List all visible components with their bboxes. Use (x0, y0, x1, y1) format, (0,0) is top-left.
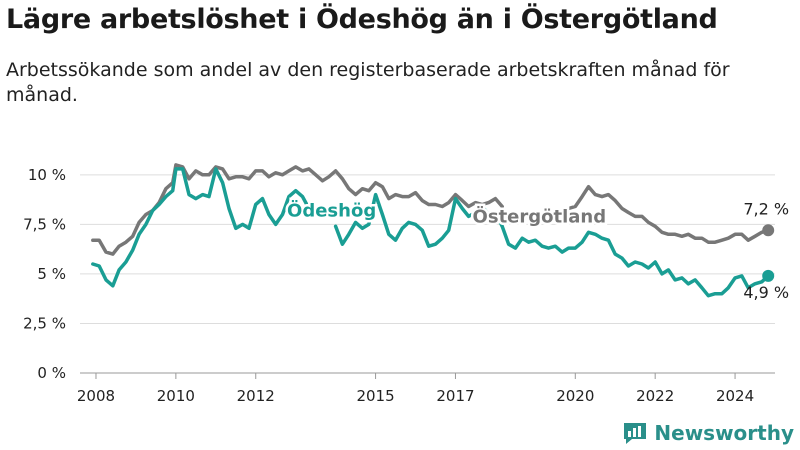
x-tick-label: 2017 (436, 387, 474, 405)
bar-chart-icon (624, 423, 647, 444)
chart-subtitle: Arbetssökande som andel av den registerb… (6, 59, 730, 106)
y-tick-label: 7,5 % (23, 215, 66, 233)
x-tick-label: 2012 (237, 387, 275, 405)
series-line-ostergotland (91, 163, 770, 256)
newsworthy-logo[interactable]: Newsworthy (622, 418, 794, 448)
series-label-odeshog: Ödeshög (287, 199, 376, 221)
brand-name: Newsworthy (654, 421, 794, 445)
x-tick-label: 2020 (556, 387, 594, 405)
y-tick-label: 5 % (37, 265, 66, 283)
end-value-label-ostergotland: 7,2 % (743, 199, 789, 218)
x-tick-label: 2022 (636, 387, 674, 405)
chart-title: Lägre arbetslöshet i Ödeshög än i Österg… (6, 4, 718, 35)
series-lines: 7,2 % 4,9 % (91, 163, 789, 302)
x-tick-label: 2010 (157, 387, 195, 405)
x-tick-label: 2008 (77, 387, 115, 405)
y-tick-label: 2,5 % (23, 314, 66, 332)
y-tick-label: 0 % (37, 364, 66, 382)
series-end-point-ostergotland (762, 224, 775, 237)
series-labels: Ödeshög Östergötland (285, 197, 609, 230)
end-value-label-odeshog: 4,9 % (743, 283, 789, 302)
series-end-point-odeshog (762, 269, 775, 282)
y-tick-label: 10 % (28, 166, 66, 184)
series-line-odeshog (91, 167, 770, 298)
x-tick-label: 2015 (356, 387, 394, 405)
x-tick-label: 2024 (716, 387, 754, 405)
series-label-ostergotland: Östergötland (473, 205, 607, 227)
grid-lines (80, 174, 775, 374)
axes: 0 % 2,5 % 5 % 7,5 % 10 % 2008 2010 2012 2015 2017… (23, 166, 754, 405)
